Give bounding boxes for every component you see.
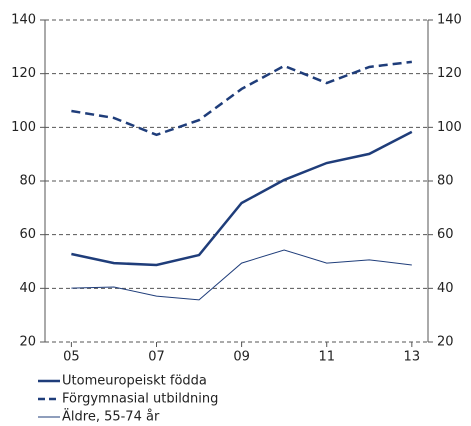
y2-tick-label: 120 [437,66,462,81]
x-tick-label: 13 [404,350,421,365]
y-tick-label: 40 [19,281,36,296]
y-tick-label: 120 [11,66,36,81]
y2-tick-label: 100 [437,120,462,135]
y-tick-label: 60 [19,227,36,242]
y2-tick-label: 40 [437,281,454,296]
y-tick-label: 20 [19,335,36,350]
legend-label: Förgymnasial utbildning [62,392,218,407]
y-tick-label: 80 [19,174,36,189]
legend-label: Utomeuropeiskt födda [62,374,207,389]
series-line [71,249,412,301]
y2-tick-label: 80 [437,174,454,189]
y2-tick-label: 60 [437,227,454,242]
x-tick-label: 07 [148,350,165,365]
x-tick-label: 09 [233,350,250,365]
y-tick-label: 100 [11,120,36,135]
series-line [71,130,413,267]
x-tick-label: 11 [318,350,335,365]
legend-label: Äldre, 55-74 år [62,409,160,425]
y2-tick-label: 140 [437,13,462,28]
series-line [71,60,412,137]
y2-tick-label: 20 [437,335,454,350]
y-tick-label: 140 [11,13,36,28]
x-tick-label: 05 [63,350,80,365]
